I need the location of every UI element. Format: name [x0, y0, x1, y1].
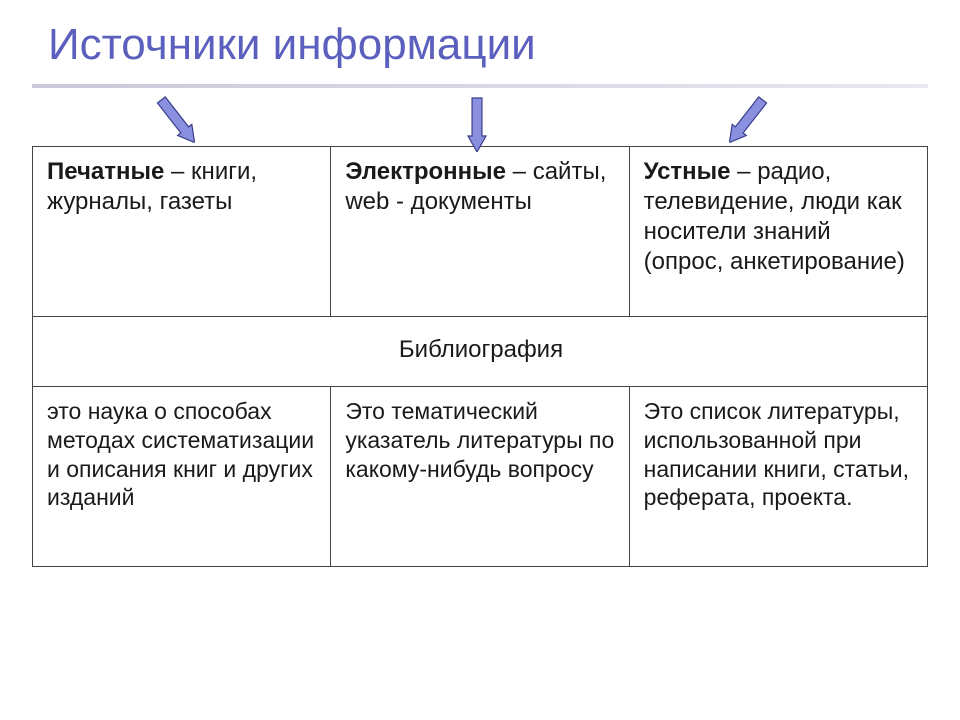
title-underline — [32, 84, 928, 88]
cell-oral: Устные – радио, телевидение, люди как но… — [629, 147, 927, 317]
arrow-2 — [460, 96, 494, 157]
cell-def-3: Это список литературы, использованной пр… — [629, 387, 927, 567]
table-row-sources: Печатные – книги, журналы, газеты Электр… — [33, 147, 928, 317]
arrows-row — [0, 94, 960, 142]
cell-electronic: Электронные – сайты, web - документы — [331, 147, 629, 317]
arrow-down-icon — [716, 88, 777, 153]
arrow-down-icon — [460, 96, 494, 152]
page-title: Источники информации — [48, 20, 960, 70]
cell-bibliography-title: Библиография — [33, 317, 928, 387]
table-row-defs: это наука о способах методах систематиза… — [33, 387, 928, 567]
arrow-down-icon — [147, 88, 208, 153]
table-row-merged: Библиография — [33, 317, 928, 387]
cell-def-2: Это тематический указатель литературы по… — [331, 387, 629, 567]
arrow-1 — [150, 96, 184, 157]
label-electronic: Электронные — [345, 158, 506, 185]
cell-print: Печатные – книги, журналы, газеты — [33, 147, 331, 317]
label-oral: Устные — [644, 158, 731, 185]
label-print: Печатные — [47, 158, 164, 185]
arrow-3 — [740, 96, 774, 157]
title-area: Источники информации — [0, 0, 960, 78]
cell-def-1: это наука о способах методах систематиза… — [33, 387, 331, 567]
info-table: Печатные – книги, журналы, газеты Электр… — [32, 146, 928, 567]
